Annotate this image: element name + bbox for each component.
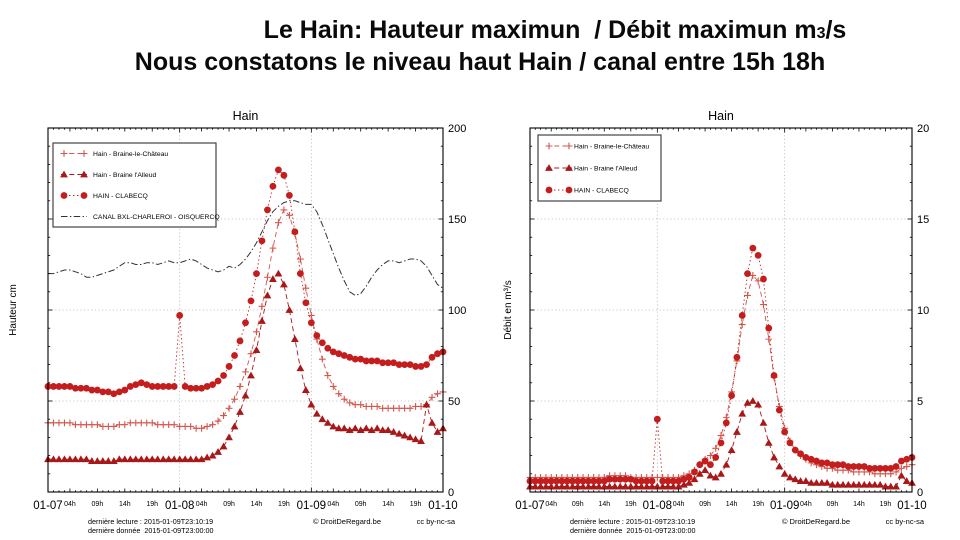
legend: Hain - Braine-le-Château Hain - Braine l'… (52, 142, 220, 228)
y-tick-label: 0 (448, 487, 454, 499)
legend-label: Hain - Braine-le-Château (574, 143, 649, 150)
title-main: Le Hain: Hauteur maximun / Débit maximun (263, 16, 795, 44)
x-hour-label: 14h (382, 501, 394, 508)
x-hour-label: 09h (92, 501, 104, 508)
chart-footer: dernière lecture : 2015-01-09T23:10:19de… (570, 517, 925, 535)
legend-item-hain-braine-l-alleud: Hain - Braine l'Alleud (60, 170, 156, 179)
x-hour-label: 04h (545, 501, 557, 508)
legend-label: CANAL BXL-CHARLEROI - OISQUERCQ (93, 214, 220, 221)
legend-item-hain-clabecq: HAIN - CLABECQ (545, 186, 629, 194)
chart-title: Hain (233, 109, 259, 123)
series-hain-braine-le-ch-teau (44, 206, 447, 432)
series-hain-clabecq (44, 166, 447, 398)
footer-last-data: dernière donnée 2015-01-09T23:00:00 (88, 526, 213, 535)
legend-item-hain-braine-le-ch-teau: Hain - Braine-le-Château (60, 150, 168, 158)
x-hour-label: 09h (699, 501, 711, 508)
x-hour-label: 19h (146, 501, 158, 508)
axis-labels: 0 5 10 15 20 01-07 01-08 01-09 01-10 04h 09h 14h 19h… (515, 123, 929, 512)
y-tick-label: 0 (917, 487, 923, 499)
legend-item-hain-braine-l-alleud: Hain - Braine l'Alleud (545, 164, 637, 172)
footer-last-read: dernière lecture : 2015-01-09T23:10:19 (570, 517, 695, 526)
series-hain-braine-l-alleud (44, 269, 447, 464)
slide-title-line-2: Nous constatons le niveau haut Hain / ca… (134, 48, 826, 76)
x-hour-label: 19h (410, 501, 422, 508)
series-hain-braine-l-alleud (526, 397, 916, 490)
x-hour-label: 14h (726, 501, 738, 508)
charts-area: 0 50 100 150 200 01-07 01-08 01-09 01-10 04h 09h 14… (0, 95, 960, 540)
y-tick-label: 10 (917, 305, 929, 317)
axis-labels: 0 50 100 150 200 01-07 01-08 01-09 01-10 04h 09h 14… (33, 123, 466, 512)
title-unit-exponent: 3 (816, 25, 826, 42)
axis-ticks (47, 127, 444, 493)
x-hour-label: 04h (800, 501, 812, 508)
x-hour-label: 09h (355, 501, 367, 508)
y-axis-label: Hauteur cm (8, 284, 19, 336)
legend-item-canal-bxl-charleroi-oisquercq: CANAL BXL-CHARLEROI - OISQUERCQ (61, 214, 220, 221)
x-hour-label: 09h (572, 501, 584, 508)
footer-copyright: © DroitDeRegard.be (313, 517, 381, 526)
legend-label: Hain - Braine l'Alleud (574, 165, 637, 172)
legend-label: Hain - Braine l'Alleud (93, 172, 156, 179)
slide-title-block: Le Hain: Hauteur maximun / Débit maximun… (0, 0, 960, 77)
slide-title-line-1: Le Hain: Hauteur maximun / Débit maximun… (0, 16, 960, 45)
legend: Hain - Braine-le-Château Hain - Braine l'… (537, 134, 662, 202)
footer-license: cc by-nc-sa (417, 517, 456, 526)
x-day-label: 01-07 (33, 500, 62, 512)
y-tick-label: 150 (448, 214, 466, 226)
x-hour-label: 09h (223, 501, 235, 508)
x-hour-label: 14h (251, 501, 263, 508)
legend-label: HAIN - CLABECQ (574, 187, 629, 194)
y-tick-label: 20 (917, 123, 929, 135)
legend-label: HAIN - CLABECQ (93, 193, 148, 200)
x-day-label: 01-08 (165, 500, 194, 512)
x-hour-label: 09h (827, 501, 839, 508)
footer-last-read: dernière lecture : 2015-01-09T23:10:19 (88, 517, 213, 526)
x-day-label: 01-09 (297, 500, 326, 512)
y-tick-label: 15 (917, 214, 929, 226)
y-tick-label: 200 (448, 123, 466, 135)
x-hour-label: 14h (119, 501, 131, 508)
chart-title: Hain (708, 109, 734, 123)
x-day-label: 01-08 (643, 500, 672, 512)
x-day-label: 01-10 (897, 500, 926, 512)
x-hour-label: 19h (625, 501, 637, 508)
legend-label: Hain - Braine-le-Château (93, 151, 168, 158)
axis-ticks (529, 127, 913, 493)
x-day-label: 01-09 (770, 500, 799, 512)
x-hour-label: 04h (673, 501, 685, 508)
hauteur-chart: 0 50 100 150 200 01-07 01-08 01-09 01-10 04h 09h 14… (8, 109, 466, 535)
x-hour-label: 19h (880, 501, 892, 508)
title-unit-per-s: /s (825, 16, 847, 44)
y-tick-label: 5 (917, 396, 923, 408)
debit-chart: 0 5 10 15 20 01-07 01-08 01-09 01-10 04h 09h 14h 19h… (503, 109, 929, 535)
legend-box (52, 142, 217, 228)
legend-item-hain-braine-le-ch-teau: Hain - Braine-le-Château (545, 142, 649, 150)
chart-footer: dernière lecture : 2015-01-09T23:10:19de… (88, 517, 456, 535)
y-tick-label: 50 (448, 396, 460, 408)
series-hain-clabecq (526, 244, 916, 485)
x-hour-label: 19h (752, 501, 764, 508)
footer-last-data: dernière donnée 2015-01-09T23:00:00 (570, 526, 695, 535)
y-axis-label: Débit en m³/s (503, 280, 514, 339)
series-canal-bxl-charleroi-oisquercq (48, 200, 444, 296)
x-hour-label: 14h (853, 501, 865, 508)
legend-item-hain-clabecq: HAIN - CLABECQ (60, 192, 148, 200)
x-hour-label: 04h (64, 501, 76, 508)
title-unit-m: m (794, 16, 817, 44)
y-tick-label: 100 (448, 305, 466, 317)
series-hain-braine-le-ch-teau (526, 272, 916, 481)
x-hour-label: 14h (598, 501, 610, 508)
x-day-label: 01-07 (515, 500, 544, 512)
x-hour-label: 19h (278, 501, 290, 508)
x-hour-label: 04h (196, 501, 208, 508)
footer-license: cc by-nc-sa (886, 517, 925, 526)
footer-copyright: © DroitDeRegard.be (782, 517, 850, 526)
x-day-label: 01-10 (428, 500, 457, 512)
x-hour-label: 04h (327, 501, 339, 508)
